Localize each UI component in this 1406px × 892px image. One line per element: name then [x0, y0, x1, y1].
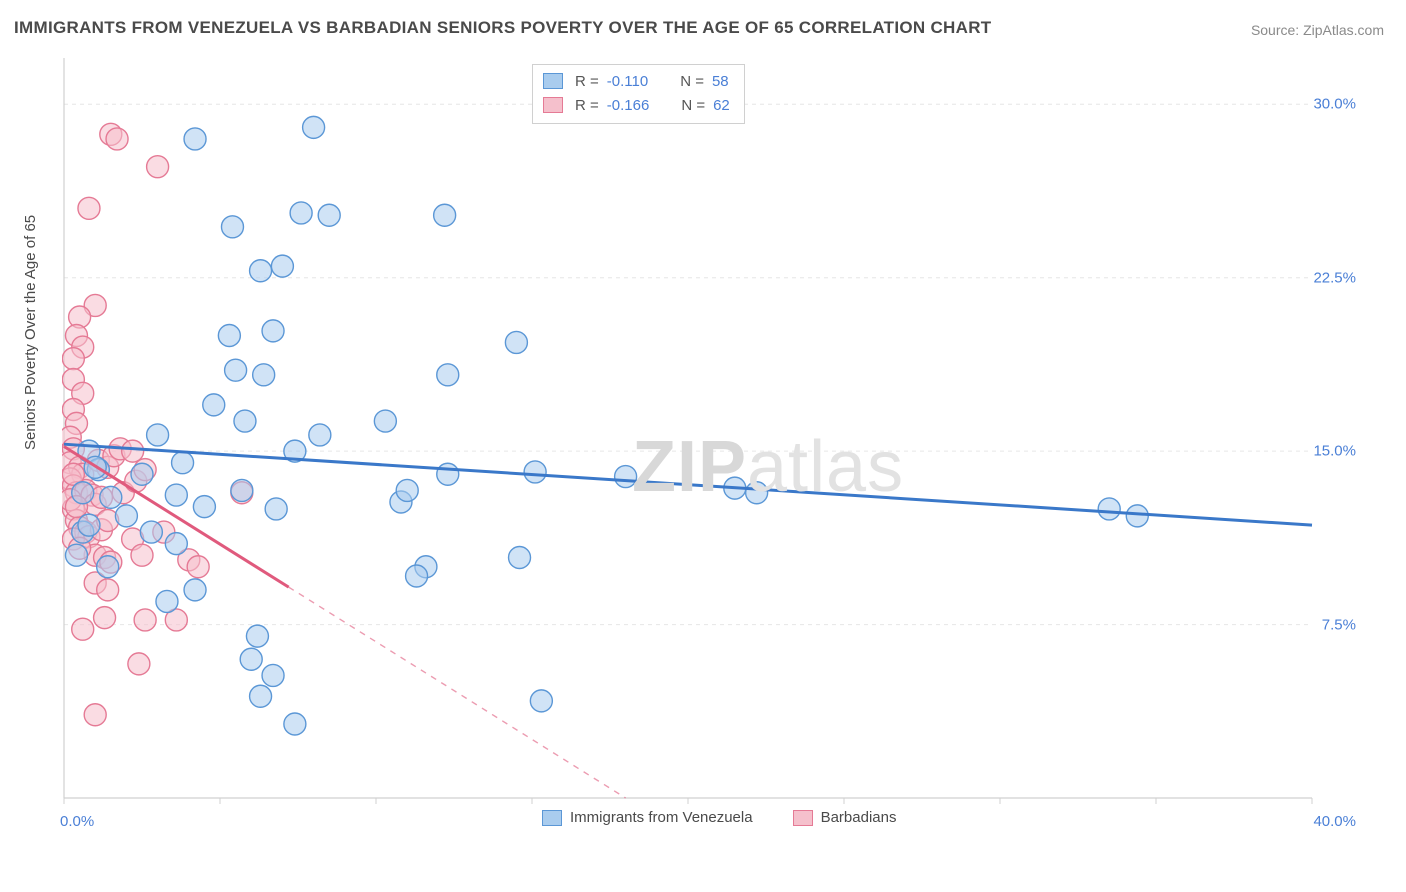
- x-tick-label: 0.0%: [60, 813, 94, 830]
- stats-row-series-0: R = -0.110 N = 58: [543, 69, 730, 93]
- y-tick-label: 30.0%: [1313, 96, 1356, 113]
- r-value-1: -0.166: [607, 97, 650, 114]
- r-value-0: -0.110: [607, 73, 648, 90]
- source-attribution: Source: ZipAtlas.com: [1251, 22, 1384, 38]
- bottom-legend: Immigrants from Venezuela Barbadians: [542, 809, 896, 826]
- n-label-1: N =: [681, 97, 705, 114]
- legend-item: Barbadians: [793, 809, 897, 826]
- x-tick-label: 40.0%: [1313, 813, 1356, 830]
- legend-swatch: [542, 810, 562, 826]
- r-label-1: R =: [575, 97, 599, 114]
- legend-item: Immigrants from Venezuela: [542, 809, 753, 826]
- legend-label: Barbadians: [821, 809, 897, 826]
- y-axis-label: Seniors Poverty Over the Age of 65: [22, 215, 39, 450]
- n-value-0: 58: [712, 73, 729, 90]
- chart-container: Seniors Poverty Over the Age of 65 ZIPat…: [30, 50, 1380, 870]
- y-tick-label: 15.0%: [1313, 443, 1356, 460]
- scatter-svg: [62, 56, 1362, 826]
- plot-area: ZIPatlas R = -0.110 N = 58 R = -0.166 N …: [62, 56, 1362, 826]
- legend-label: Immigrants from Venezuela: [570, 809, 753, 826]
- swatch-series-1: [543, 97, 563, 113]
- correlation-stats-box: R = -0.110 N = 58 R = -0.166 N = 62: [532, 64, 745, 124]
- legend-swatch: [793, 810, 813, 826]
- n-label-0: N =: [680, 73, 704, 90]
- chart-title: IMMIGRANTS FROM VENEZUELA VS BARBADIAN S…: [14, 18, 991, 38]
- swatch-series-0: [543, 73, 563, 89]
- y-tick-label: 22.5%: [1313, 269, 1356, 286]
- r-label-0: R =: [575, 73, 599, 90]
- n-value-1: 62: [713, 97, 730, 114]
- stats-row-series-1: R = -0.166 N = 62: [543, 93, 730, 117]
- y-tick-label: 7.5%: [1322, 616, 1356, 633]
